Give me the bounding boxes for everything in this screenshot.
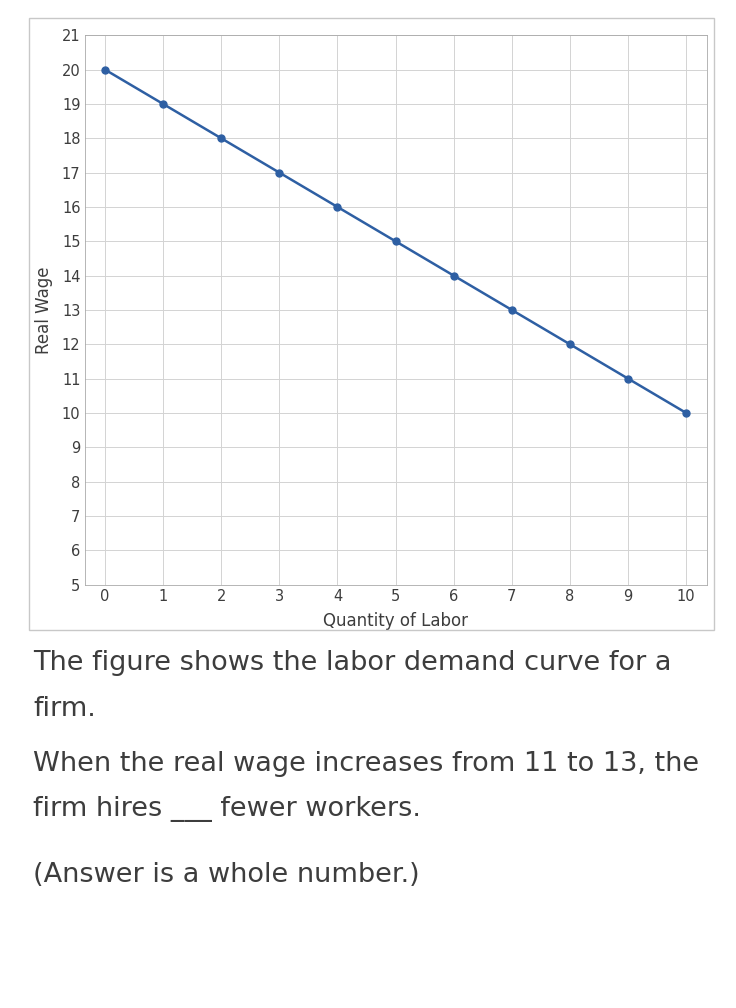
Text: firm hires ___ fewer workers.: firm hires ___ fewer workers.	[33, 796, 421, 823]
Y-axis label: Real Wage: Real Wage	[35, 266, 54, 354]
Text: The figure shows the labor demand curve for a: The figure shows the labor demand curve …	[33, 650, 672, 676]
Text: (Answer is a whole number.): (Answer is a whole number.)	[33, 862, 420, 888]
X-axis label: Quantity of Labor: Quantity of Labor	[323, 612, 468, 630]
Text: When the real wage increases from 11 to 13, the: When the real wage increases from 11 to …	[33, 751, 699, 777]
Text: firm.: firm.	[33, 696, 96, 722]
